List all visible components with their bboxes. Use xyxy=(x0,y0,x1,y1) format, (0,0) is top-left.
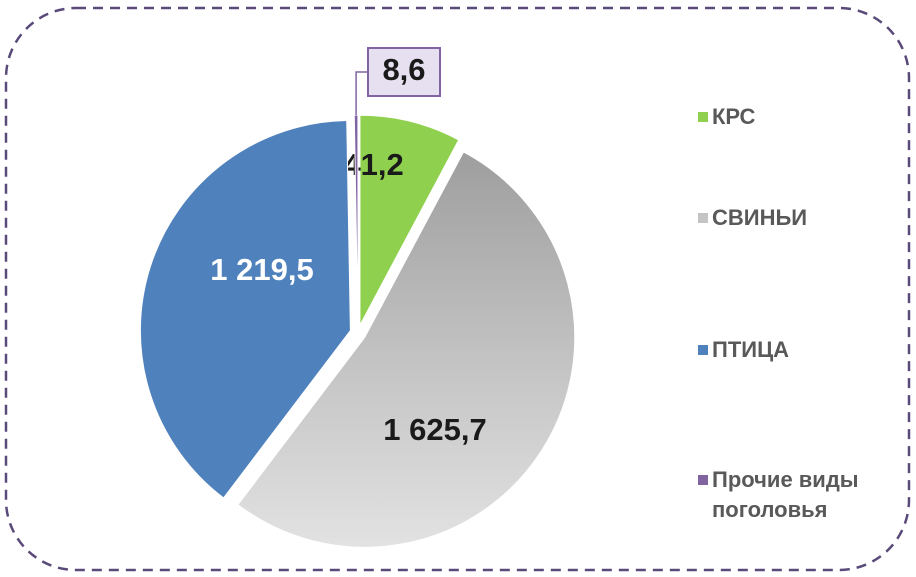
pie-slice xyxy=(237,151,576,548)
data-label: 1 625,7 xyxy=(383,412,486,447)
pie-slice xyxy=(359,114,460,326)
label-box xyxy=(367,47,441,97)
data-label: 1 219,5 xyxy=(210,252,313,287)
legend-swatch xyxy=(698,345,708,355)
legend-label: КРС xyxy=(712,104,756,129)
pie-slice xyxy=(139,120,351,499)
legend-label: ПТИЦА xyxy=(712,337,790,362)
leader-line xyxy=(355,71,368,116)
legend-swatch xyxy=(698,475,708,485)
legend-label: Прочие виды поголовья xyxy=(712,467,859,522)
legend-label: СВИНЬИ xyxy=(712,205,808,230)
pie-slice xyxy=(353,114,359,326)
legend-swatch xyxy=(698,112,708,122)
data-label: 8,6 xyxy=(382,52,425,87)
frame xyxy=(4,6,911,572)
legend-swatch xyxy=(698,213,708,223)
